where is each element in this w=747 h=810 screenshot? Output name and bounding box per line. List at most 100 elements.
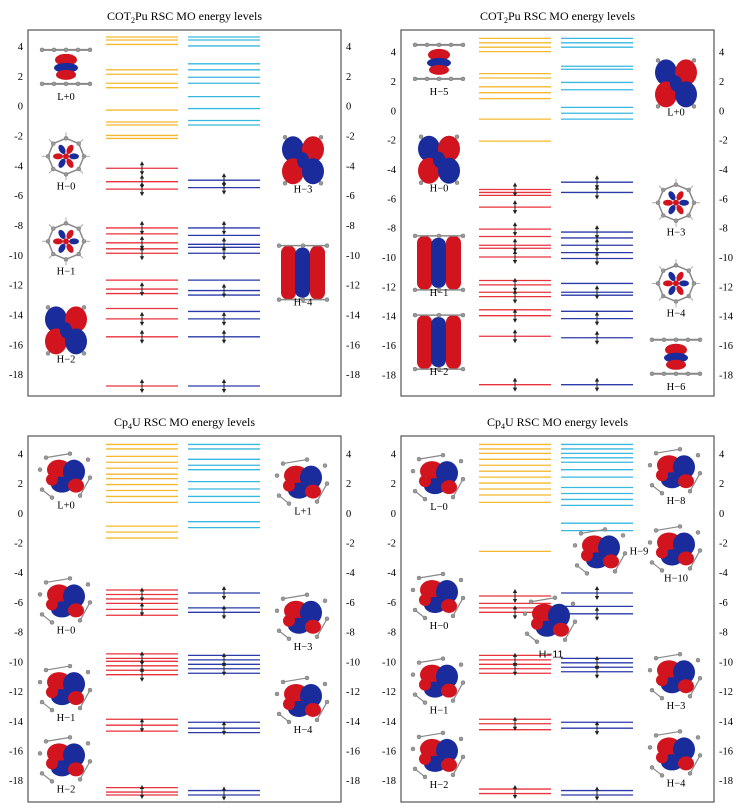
chart-title: COT2Pu RSC MO energy levels [107, 9, 262, 25]
electron-arrow [512, 250, 518, 265]
orbital-isosurface-icon [274, 457, 330, 506]
electron-arrow [139, 602, 145, 617]
orbital-label: L+0 [667, 107, 685, 118]
electron-arrow [594, 606, 600, 621]
orbital-label: H−0 [430, 621, 449, 632]
electron-arrow [512, 588, 518, 603]
y-tick-label-left: -4 [14, 568, 23, 579]
y-tick-label-right: -4 [719, 568, 728, 579]
y-tick-label-left: -10 [382, 657, 396, 668]
y-tick-label-left: -4 [387, 568, 396, 579]
y-tick-label-left: -16 [382, 746, 396, 757]
orbital-label: H−10 [664, 573, 688, 584]
orbital-label: H−9 [630, 546, 649, 557]
orbital-label: H−3 [667, 701, 686, 712]
orbital-isosurface-icon [45, 305, 87, 356]
y-tick-label-right: 4 [719, 449, 725, 460]
electron-arrow [221, 283, 227, 298]
y-tick-label-right: -6 [346, 191, 355, 202]
electron-arrow [512, 289, 518, 304]
orbital-isosurface-icon [42, 217, 90, 266]
y-tick-label-right: 0 [346, 102, 351, 113]
orbital-isosurface-icon [410, 571, 466, 621]
electron-arrow [139, 246, 145, 261]
y-tick-label-left: 4 [391, 48, 397, 59]
y-tick-label-right: -18 [346, 370, 360, 381]
orbital-isosurface-icon [522, 595, 578, 644]
panel-cp4u-a: Cp4U RSC MO energy levels 4 4 2 2 0 0 -2 -2 -4 -4 -… [0, 406, 372, 809]
electron-arrow [512, 200, 518, 215]
orbital-label: H−2 [57, 354, 76, 365]
y-tick-label-left: -6 [14, 598, 23, 609]
electron-arrow [221, 586, 227, 601]
orbital-isosurface-icon [39, 47, 93, 87]
electron-arrow [594, 225, 600, 240]
y-tick-label-right: -14 [719, 717, 734, 728]
orbital-isosurface-icon [42, 132, 90, 181]
orbital-label: H−4 [294, 725, 314, 736]
orbital-isosurface-icon [647, 446, 703, 496]
orbital-isosurface-icon [274, 592, 330, 641]
electron-arrow [221, 220, 227, 235]
y-tick-label-right: -12 [346, 687, 360, 698]
electron-arrow [139, 182, 145, 197]
y-tick-label-left: -8 [14, 221, 23, 232]
electron-arrow [139, 220, 145, 235]
orbital-isosurface-icon [37, 663, 93, 713]
electron-arrow [139, 379, 145, 394]
y-tick-label-right: -2 [719, 538, 728, 549]
y-tick-label-right: -8 [719, 224, 728, 235]
orbital-label: L+1 [294, 507, 312, 518]
y-tick-label-right: -8 [346, 628, 355, 639]
electron-arrow [221, 180, 227, 195]
chart-title: COT2Pu RSC MO energy levels [480, 9, 635, 25]
orbital-label: H−0 [430, 184, 449, 195]
electron-arrow [221, 246, 227, 261]
y-tick-label-right: -18 [346, 776, 360, 787]
orbital-label: H−6 [667, 382, 686, 393]
orbital-isosurface-icon [412, 233, 466, 293]
electron-arrow [594, 311, 600, 326]
y-tick-label-right: 2 [346, 72, 351, 83]
electron-arrow [139, 282, 145, 297]
orbital-isosurface-icon [37, 576, 93, 625]
y-tick-label-left: -14 [382, 717, 397, 728]
plot-frame [27, 29, 342, 397]
y-tick-label-left: 0 [18, 509, 23, 520]
y-tick-label-right: -18 [719, 776, 733, 787]
orbital-label: H−1 [57, 266, 76, 277]
y-tick-label-right: -8 [346, 221, 355, 232]
y-tick-label-right: 4 [719, 48, 725, 59]
electron-arrow [139, 667, 145, 682]
orbital-isosurface-icon [37, 451, 93, 500]
y-tick-label-right: -18 [719, 370, 733, 381]
y-tick-label-left: -16 [9, 340, 23, 351]
orbital-isosurface-icon [647, 729, 703, 778]
y-tick-label-left: 4 [391, 449, 397, 460]
orbital-isosurface-icon [655, 58, 697, 109]
plot-frame [27, 435, 342, 803]
y-tick-label-right: -6 [719, 598, 728, 609]
y-tick-label-left: -18 [382, 776, 396, 787]
electron-arrow [221, 379, 227, 394]
orbital-isosurface-icon [412, 312, 466, 372]
y-tick-label-left: -14 [382, 312, 397, 323]
y-tick-label-left: -2 [387, 136, 396, 147]
y-tick-label-right: -8 [719, 628, 728, 639]
y-tick-label-right: -6 [346, 598, 355, 609]
y-tick-label-right: -16 [719, 341, 733, 352]
y-tick-label-right: 2 [719, 479, 724, 490]
orbital-isosurface-icon [652, 259, 700, 308]
y-tick-label-right: 0 [346, 509, 351, 520]
y-tick-label-left: 4 [18, 42, 24, 53]
orbital-isosurface-icon [274, 675, 330, 725]
orbital-isosurface-icon [37, 735, 93, 784]
y-tick-label-left: -8 [14, 628, 23, 639]
y-tick-label-left: 0 [18, 102, 23, 113]
y-tick-label-left: -12 [9, 281, 23, 292]
orbital-label: H−0 [57, 625, 76, 636]
orbital-label: H−3 [294, 184, 313, 195]
y-tick-label-left: -14 [9, 310, 24, 321]
y-tick-label-left: -14 [9, 717, 24, 728]
electron-arrow [512, 222, 518, 237]
